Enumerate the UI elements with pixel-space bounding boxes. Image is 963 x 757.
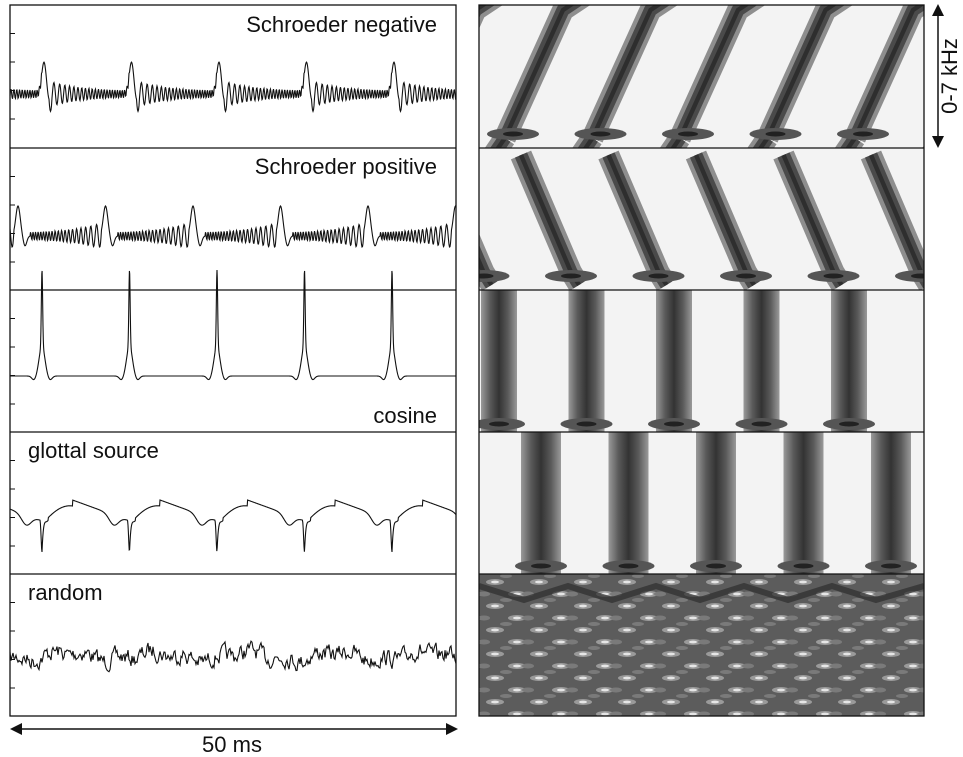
time-scale-arrow: 50 ms	[10, 723, 458, 757]
spectrogram-cosine	[479, 290, 875, 432]
arrowhead-icon	[446, 723, 458, 735]
amplitude-ticks	[10, 33, 15, 689]
arrowhead-icon	[932, 4, 944, 16]
time-scale-label: 50 ms	[202, 732, 262, 757]
panel-label-glottal-source: glottal source	[28, 438, 159, 463]
spectrogram-schroeder-positive	[479, 150, 924, 290]
frequency-range-arrow: 0-7 kHz	[932, 4, 962, 148]
arrowhead-icon	[10, 723, 22, 735]
waveform-cosine	[10, 269, 456, 381]
spectrogram-random	[479, 574, 924, 716]
panel-label-random: random	[28, 580, 103, 605]
spectrogram-glottal-source	[515, 432, 917, 574]
arrowhead-icon	[932, 136, 944, 148]
waveform-schroeder-negative	[9, 61, 457, 114]
waveform-column: Schroeder negative Schroeder positive co…	[9, 4, 457, 717]
spectrogram-schroeder-negative	[479, 5, 924, 148]
spectrogram-frame	[478, 4, 925, 717]
panel-label-schroeder-positive: Schroeder positive	[255, 154, 437, 179]
waveform-frame	[9, 4, 457, 717]
waveform-schroeder-positive	[9, 205, 457, 249]
waveform-glottal-source	[9, 499, 457, 553]
spectrogram-column	[478, 4, 925, 717]
panel-label-cosine: cosine	[373, 403, 437, 428]
frequency-range-label: 0-7 kHz	[937, 38, 962, 114]
waveform-random	[9, 640, 457, 673]
panel-label-schroeder-negative: Schroeder negative	[246, 12, 437, 37]
